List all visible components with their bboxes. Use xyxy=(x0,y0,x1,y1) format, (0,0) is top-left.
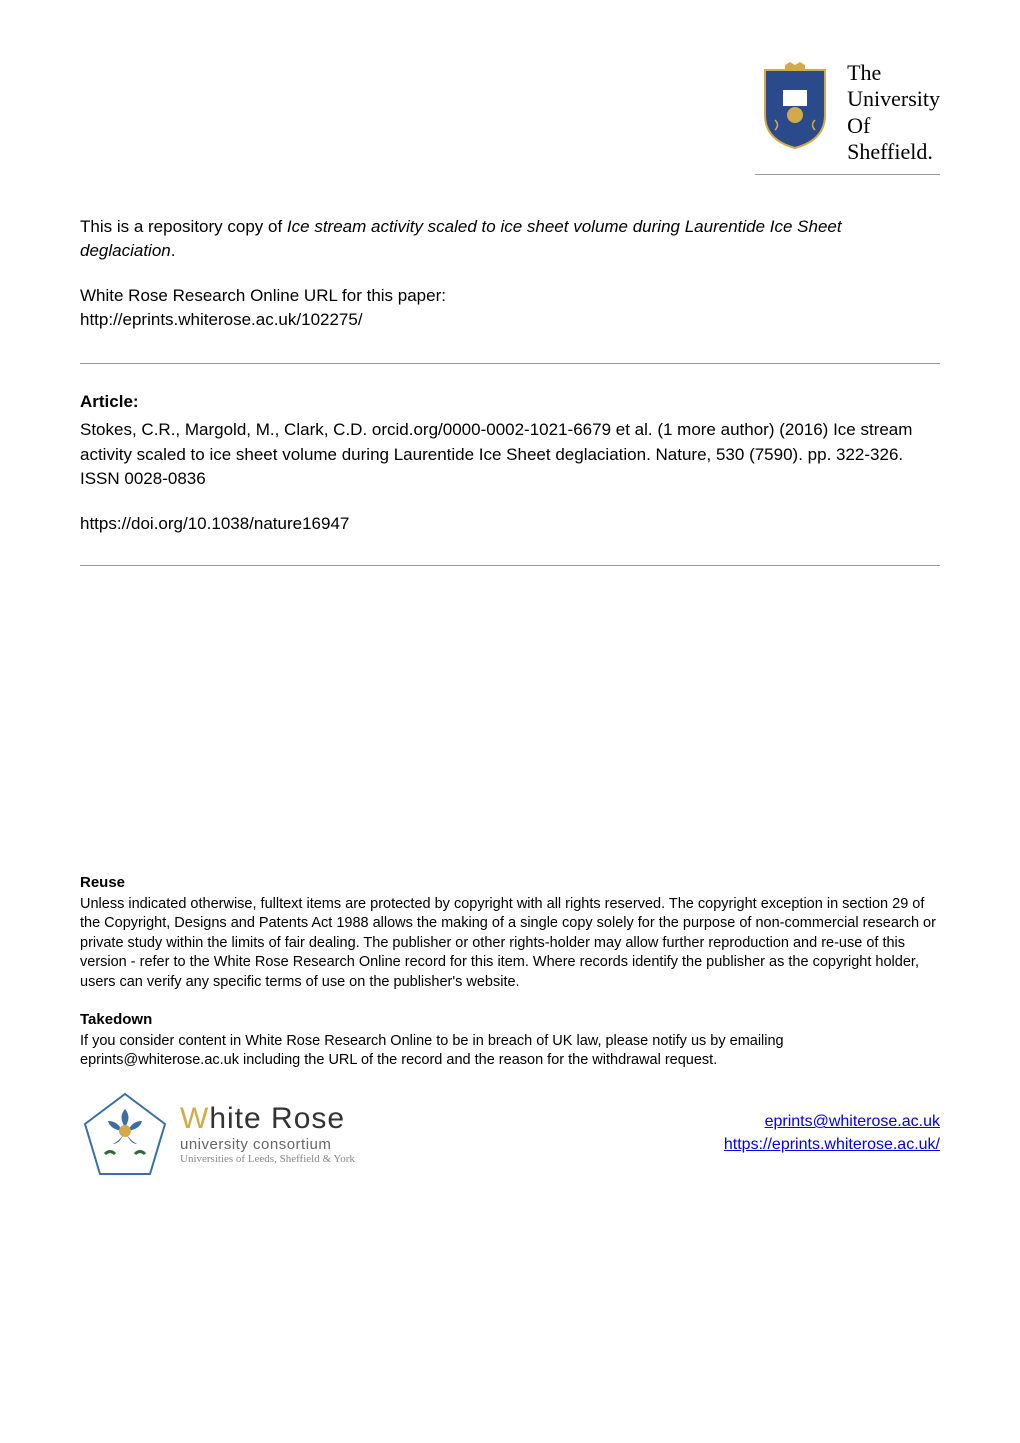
consortium-name: White Rose xyxy=(180,1102,355,1136)
footer: White Rose university consortium Univers… xyxy=(80,1089,940,1179)
intro-prefix: This is a repository copy of xyxy=(80,217,287,236)
consortium-subtitle: university consortium xyxy=(180,1136,355,1153)
blank-spacer xyxy=(80,594,940,874)
repository-url-block: White Rose Research Online URL for this … xyxy=(80,284,940,333)
article-section: Article: Stokes, C.R., Margold, M., Clar… xyxy=(80,392,940,492)
reuse-heading: Reuse xyxy=(80,874,940,891)
university-name-line: Sheffield. xyxy=(847,139,940,165)
consortium-logo-block: White Rose university consortium Univers… xyxy=(80,1089,355,1179)
takedown-heading: Takedown xyxy=(80,1011,940,1028)
doi-block: https://doi.org/10.1038/nature16947 xyxy=(80,512,940,537)
repository-url: http://eprints.whiterose.ac.uk/102275/ xyxy=(80,308,940,333)
consortium-name-accent: W xyxy=(180,1102,209,1135)
takedown-section: Takedown If you consider content in Whit… xyxy=(80,1011,940,1071)
intro-suffix: . xyxy=(171,241,176,260)
university-name-line: The xyxy=(847,60,940,86)
reuse-text: Unless indicated otherwise, fulltext ite… xyxy=(80,895,940,993)
takedown-text: If you consider content in White Rose Re… xyxy=(80,1032,940,1071)
university-crest-icon xyxy=(755,60,835,150)
reuse-section: Reuse Unless indicated otherwise, fullte… xyxy=(80,874,940,993)
consortium-name-rest: hite Rose xyxy=(209,1102,345,1135)
university-name-line: Of xyxy=(847,113,940,139)
header: The University Of Sheffield. xyxy=(80,60,940,175)
url-label: White Rose Research Online URL for this … xyxy=(80,284,940,309)
white-rose-icon xyxy=(80,1089,170,1179)
consortium-universities: Universities of Leeds, Sheffield & York xyxy=(180,1153,355,1165)
footer-email-link[interactable]: eprints@whiterose.ac.uk xyxy=(724,1111,940,1133)
intro-text: This is a repository copy of Ice stream … xyxy=(80,215,940,264)
section-divider xyxy=(80,565,940,566)
doi-link: https://doi.org/10.1038/nature16947 xyxy=(80,512,940,537)
footer-links: eprints@whiterose.ac.uk https://eprints.… xyxy=(724,1111,940,1156)
consortium-text-block: White Rose university consortium Univers… xyxy=(180,1102,355,1165)
article-citation: Stokes, C.R., Margold, M., Clark, C.D. o… xyxy=(80,418,940,492)
intro-statement: This is a repository copy of Ice stream … xyxy=(80,215,940,264)
university-logo-block: The University Of Sheffield. xyxy=(755,60,940,175)
university-name: The University Of Sheffield. xyxy=(847,60,940,166)
article-heading: Article: xyxy=(80,392,940,412)
footer-site-link[interactable]: https://eprints.whiterose.ac.uk/ xyxy=(724,1134,940,1156)
section-divider xyxy=(80,363,940,364)
university-name-line: University xyxy=(847,86,940,112)
